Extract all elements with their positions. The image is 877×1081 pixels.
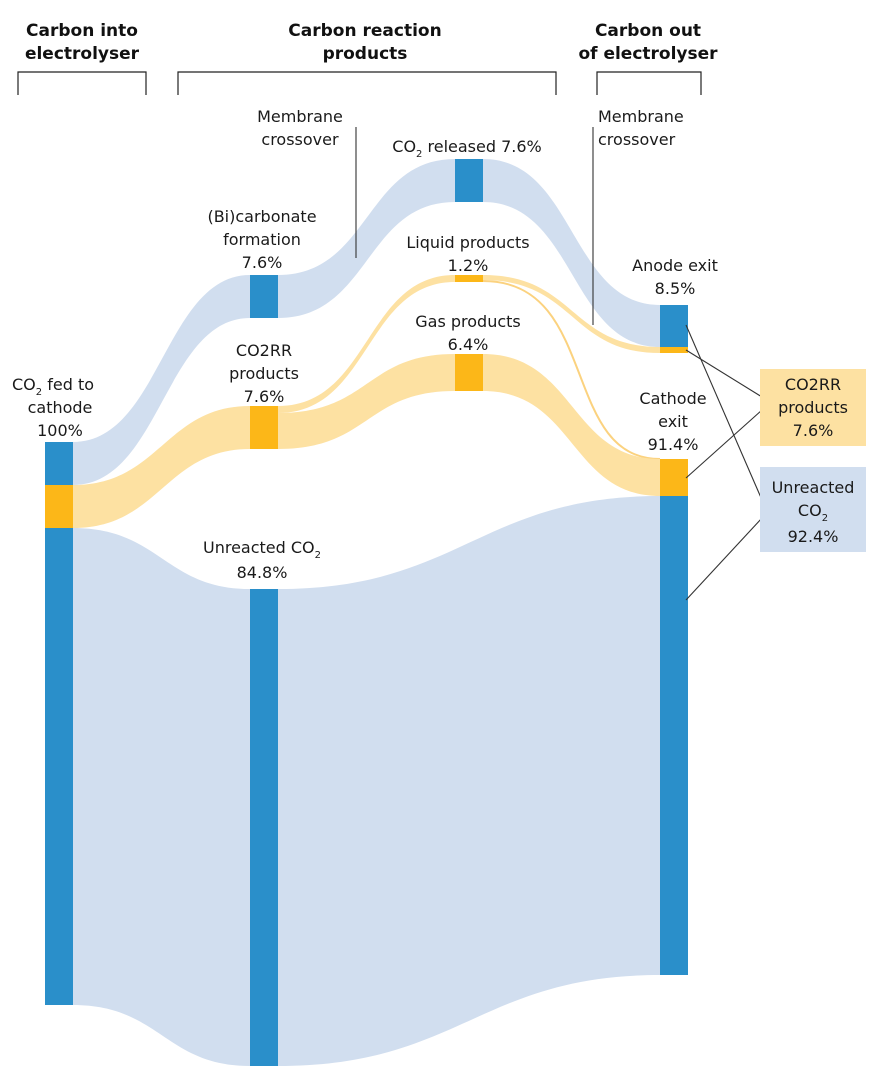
- label-gas: Gas products: [415, 312, 521, 331]
- flow-fed-to-co2rr: [73, 406, 250, 528]
- node-bicarbonate: [250, 275, 278, 318]
- node-co2-fed-main: [45, 528, 73, 1005]
- label-unreacted-value: 84.8%: [237, 563, 288, 582]
- label-bicarbonate-value: 7.6%: [242, 253, 283, 272]
- label-membrane-right-line2: crossover: [598, 130, 676, 149]
- label-bicarbonate-line2: formation: [223, 230, 301, 249]
- bracket-carbon-out: [596, 71, 702, 95]
- node-anode-yellow: [660, 347, 688, 353]
- label-unreacted-line1: Unreacted CO2: [203, 538, 321, 561]
- nodes: [45, 159, 688, 1066]
- flow-gas-to-cathode: [483, 354, 660, 496]
- summary-unreacted-box: Unreacted CO2 92.4%: [760, 467, 866, 552]
- bracket-carbon-in: [17, 71, 147, 95]
- label-co2-fed-line2: cathode: [28, 398, 93, 417]
- headers: Carbon into electrolyser Carbon reaction…: [25, 21, 718, 64]
- leader-anode-to-co2rr: [685, 349, 763, 398]
- label-membrane-left-line1: Membrane: [257, 107, 343, 126]
- label-gas-value: 6.4%: [448, 335, 489, 354]
- flow-released-to-anode: [483, 159, 660, 347]
- label-bicarbonate-line1: (Bi)carbonate: [207, 207, 316, 226]
- header-carbon-in-line1: Carbon into: [26, 21, 138, 41]
- leader-cathode-to-co2rr: [685, 409, 763, 479]
- label-cathode-line2: exit: [658, 412, 688, 431]
- flows: [73, 159, 661, 1066]
- summary-co2rr-line2: products: [778, 398, 848, 417]
- summary-co2rr-bg: [760, 369, 866, 446]
- node-co2rr: [250, 406, 278, 449]
- flow-co2rr-to-liquid: [278, 275, 455, 413]
- summary-co2rr-value: 7.6%: [793, 421, 834, 440]
- node-cathode-yellow: [660, 459, 688, 496]
- label-liquid-value: 1.2%: [448, 256, 489, 275]
- label-cathode-line1: Cathode: [639, 389, 706, 408]
- label-co2-released: CO2 released 7.6%: [392, 137, 541, 160]
- flow-fed-to-bicarbonate: [73, 275, 250, 485]
- header-carbon-in-line2: electrolyser: [25, 44, 140, 64]
- header-carbon-out-line2: of electrolyser: [578, 44, 718, 64]
- flow-liquid-to-cathode: [482, 280, 661, 460]
- header-reaction-line1: Carbon reaction: [288, 21, 441, 41]
- node-cathode-blue: [660, 496, 688, 975]
- node-gas: [455, 354, 483, 391]
- node-co2-released: [455, 159, 483, 202]
- node-co2-fed-blue: [45, 442, 73, 485]
- leader-lines: [355, 127, 763, 601]
- label-cathode-value: 91.4%: [648, 435, 699, 454]
- node-anode-blue: [660, 305, 688, 347]
- summary-unreacted-bg: [760, 467, 866, 552]
- node-co2-fed-yellow: [45, 485, 73, 528]
- summary-unreacted-line2: CO2: [798, 501, 828, 524]
- summary-co2rr-line1: CO2RR: [785, 375, 841, 394]
- header-reaction-line2: products: [323, 44, 408, 64]
- label-co2rr-line1: CO2RR: [236, 341, 292, 360]
- summary-unreacted-value: 92.4%: [788, 527, 839, 546]
- flow-bicarbonate-to-released: [278, 159, 455, 318]
- header-carbon-out-line1: Carbon out: [595, 21, 701, 41]
- leader-cathode-to-unreacted: [685, 517, 763, 601]
- flow-liquid-to-anode: [483, 275, 660, 353]
- label-co2-fed-line1: CO2 fed to: [12, 375, 94, 398]
- node-liquid: [455, 275, 483, 282]
- label-anode: Anode exit: [632, 256, 718, 275]
- label-co2rr-line2: products: [229, 364, 299, 383]
- label-co2-fed-value: 100%: [37, 421, 83, 440]
- label-co2rr-value: 7.6%: [244, 387, 285, 406]
- label-membrane-left-line2: crossover: [261, 130, 339, 149]
- flow-fed-to-unreacted: [73, 528, 250, 1066]
- label-membrane-right-line1: Membrane: [598, 107, 684, 126]
- node-labels: CO2 fed to cathode 100% (Bi)carbonate fo…: [12, 107, 718, 582]
- summary-co2rr-box: CO2RR products 7.6%: [760, 369, 866, 446]
- label-anode-value: 8.5%: [655, 279, 696, 298]
- summary-unreacted-line1: Unreacted: [772, 478, 855, 497]
- label-liquid: Liquid products: [406, 233, 529, 252]
- flow-unreacted-to-cathode: [278, 496, 660, 1066]
- flow-co2rr-to-gas: [278, 354, 455, 449]
- header-brackets: [17, 71, 702, 95]
- bracket-reaction-products: [177, 71, 557, 95]
- leader-anode-to-unreacted: [685, 324, 763, 501]
- node-unreacted: [250, 589, 278, 1066]
